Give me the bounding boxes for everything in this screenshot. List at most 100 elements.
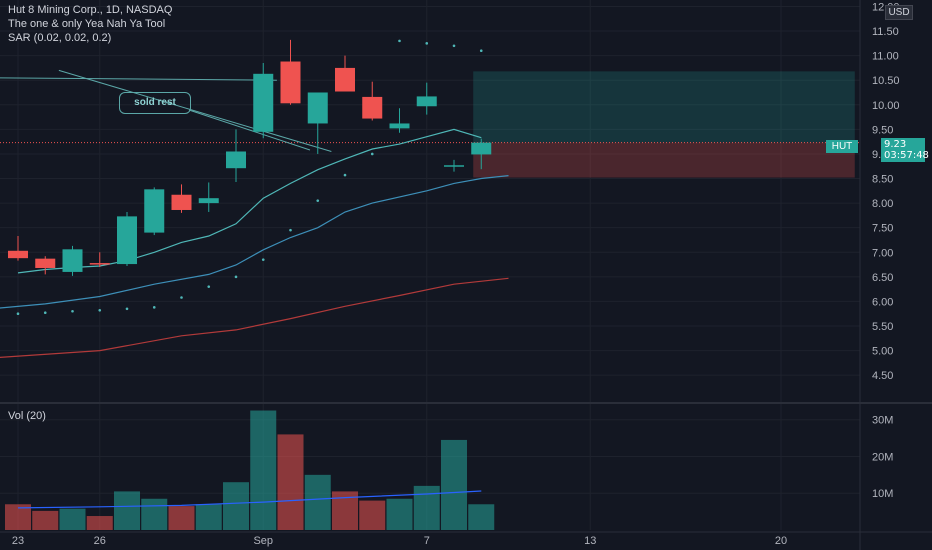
candle-body [171,194,192,210]
last-price: 9.23 [884,139,907,150]
sar-dot [343,173,347,177]
price-tick-label: 11.00 [872,51,899,63]
sar-dot [16,312,20,316]
volume-bar [114,491,140,530]
volume-bar [386,498,413,530]
price-tick-label: 8.00 [872,198,893,210]
candle-body [335,67,355,92]
sar-dot [43,311,47,315]
candle-body [471,142,492,155]
candle-body [280,61,301,104]
volume-bar [441,439,467,530]
price-tick-label: 10.50 [872,75,900,87]
last-price-tag: 9.23 03:57:48 [881,138,929,162]
candle-body [35,258,56,268]
volume-bar [304,474,331,530]
time-tick-label: 13 [584,535,596,547]
volume-label: Vol (20) [8,410,46,422]
sar-dot [316,199,320,202]
indicator-lines [0,69,509,358]
price-tick-label: 8.50 [872,174,893,186]
volume-bar [468,504,495,530]
volume-tick-label: 10M [872,488,893,500]
candle-body [226,151,246,169]
ma-mid-line [0,175,509,309]
candle-body [117,216,137,265]
target-zone [473,71,855,143]
candle-body [8,250,28,259]
candle-body [444,165,464,167]
bar-countdown: 03:57:48 [884,150,929,161]
price-tick-label: 9.50 [872,124,893,136]
volume-bar [32,510,59,530]
price-tick-label: 5.00 [872,346,893,358]
sar-dot [180,296,183,299]
candle-body [307,92,328,124]
time-tick-label: Sep [253,535,273,547]
volume-tick-label: 30M [872,415,893,427]
candle-body [416,96,437,107]
candle-body [198,198,219,204]
volume-bar [168,506,195,530]
sar-dot [71,309,74,313]
sar-dot [479,49,483,53]
time-tick-label: 26 [94,535,106,547]
candle-body [89,263,110,265]
sar-dot [98,308,102,312]
sar-dot [207,285,211,288]
sar-dot [289,228,292,232]
candle-body [253,73,274,132]
indicator-2-label: SAR (0.02, 0.02, 0.2) [8,32,112,44]
time-tick-label: 20 [775,535,787,547]
currency-badge[interactable]: USD [885,5,913,20]
volume-bar [223,482,249,530]
volume-bar [141,498,168,530]
sar-dot [425,42,429,45]
time-tick-label: 7 [424,535,430,547]
trend-line [0,77,277,81]
volume-tick-label: 20M [872,451,893,463]
volume-bar [359,500,386,530]
risk-reward-zones [0,71,860,178]
price-tick-label: 4.50 [872,370,893,382]
sold-rest-annotation[interactable]: sold rest [119,92,191,114]
sar-dot [152,306,156,309]
price-tick-label: 10.00 [872,100,900,112]
price-tick-label: 6.00 [872,296,893,308]
sar-dot [125,307,129,311]
volume-bar [195,504,222,530]
sar-dot [370,152,374,156]
sar-dot [261,258,265,261]
sar-dot [234,275,238,279]
volume-bar [413,485,440,530]
sar-dot [398,39,401,43]
trend-line [58,69,332,152]
time-tick-label: 23 [12,535,24,547]
symbol-tag: HUT [826,140,858,153]
volume-bar [86,516,113,530]
volume-bar [59,508,86,530]
volume-bar [250,410,277,530]
volume-bars [5,410,495,530]
indicator-1-label: The one & only Yea Nah Ya Tool [8,18,166,30]
annotation-connector [188,109,311,151]
candle-body [144,189,165,233]
stop-zone [473,142,855,178]
candle-body [389,123,410,129]
candles [8,39,492,276]
volume-bar [277,434,304,530]
candle-body [362,96,383,119]
sar-dot [452,44,456,48]
price-tick-label: 11.50 [872,26,899,38]
volume-bar [5,504,31,530]
price-tick-label: 7.00 [872,247,893,259]
ma-slow-line [0,277,509,358]
volume-ma-line [17,490,482,509]
candle-body [62,249,83,272]
chart-title: Hut 8 Mining Corp., 1D, NASDAQ [8,4,173,16]
sar-dots [16,39,483,316]
price-tick-label: 5.50 [872,321,893,333]
ma-fast-line [17,128,482,274]
